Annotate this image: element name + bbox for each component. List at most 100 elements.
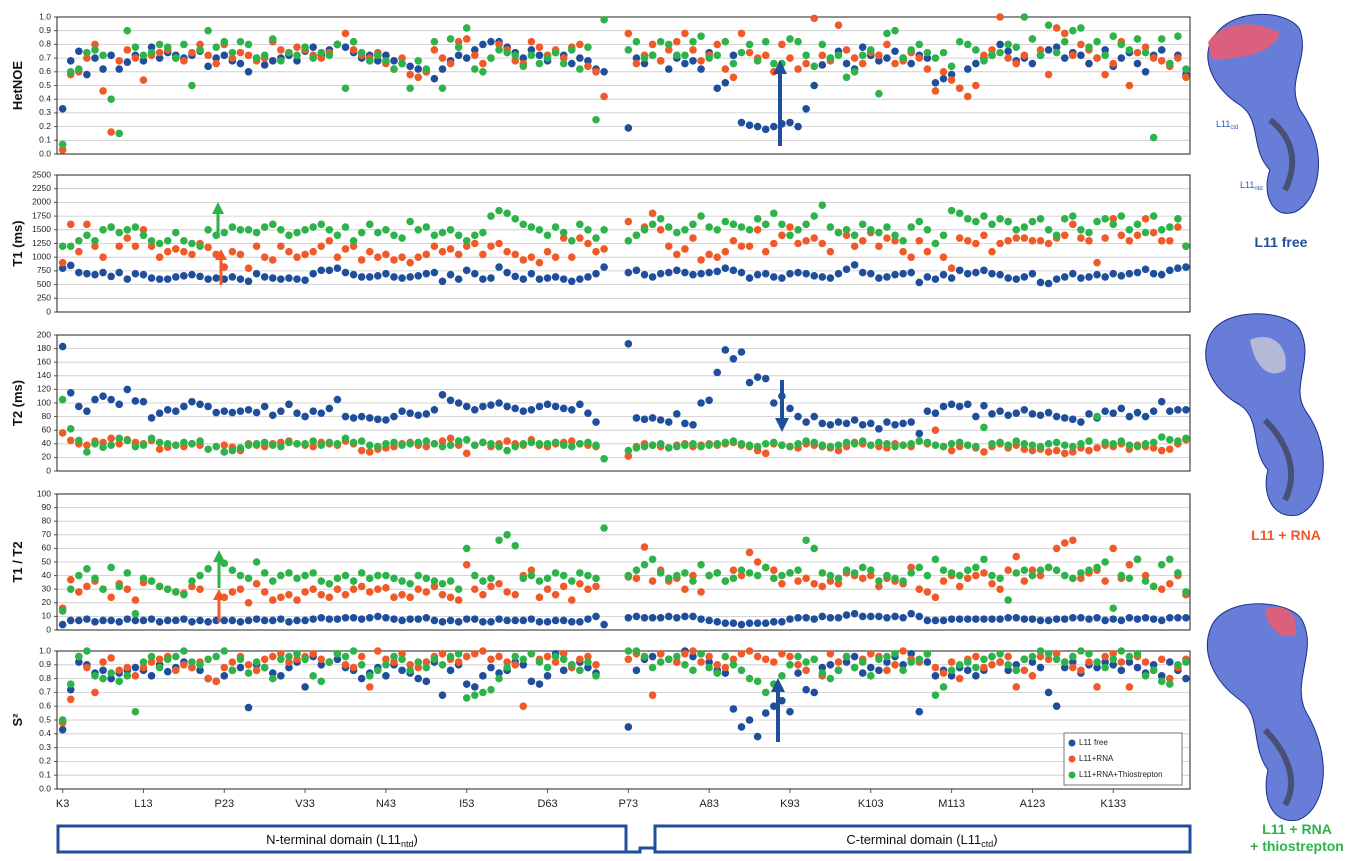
point bbox=[423, 251, 431, 259]
point bbox=[738, 223, 746, 231]
point bbox=[657, 57, 665, 65]
point bbox=[237, 444, 245, 452]
domain-bar: N-terminal domain (L11ntd) C-terminal do… bbox=[58, 826, 1190, 852]
point bbox=[964, 658, 972, 666]
point bbox=[915, 437, 923, 445]
point bbox=[1069, 212, 1077, 220]
point bbox=[843, 611, 851, 619]
point bbox=[1085, 447, 1093, 455]
point bbox=[511, 251, 519, 259]
point bbox=[713, 369, 721, 377]
point bbox=[770, 273, 778, 281]
point bbox=[1053, 275, 1061, 283]
point bbox=[83, 49, 91, 57]
point bbox=[317, 242, 325, 250]
point bbox=[1085, 410, 1093, 418]
point bbox=[334, 253, 342, 261]
point bbox=[487, 242, 495, 250]
point bbox=[487, 440, 495, 448]
point bbox=[649, 221, 657, 229]
point bbox=[625, 447, 633, 455]
point bbox=[730, 73, 738, 81]
point bbox=[891, 661, 899, 669]
point bbox=[293, 617, 301, 625]
point bbox=[358, 661, 366, 669]
point bbox=[350, 585, 358, 593]
point bbox=[1077, 614, 1085, 622]
point bbox=[584, 240, 592, 248]
point bbox=[67, 437, 75, 445]
point bbox=[237, 60, 245, 68]
point bbox=[75, 269, 83, 277]
point bbox=[1134, 49, 1142, 57]
point bbox=[511, 661, 519, 669]
point bbox=[164, 237, 172, 245]
point bbox=[1021, 667, 1029, 675]
point bbox=[859, 437, 867, 445]
point bbox=[1045, 71, 1053, 79]
point bbox=[156, 49, 164, 57]
point bbox=[907, 46, 915, 54]
point bbox=[148, 577, 156, 585]
point bbox=[188, 658, 196, 666]
point bbox=[956, 267, 964, 275]
point bbox=[124, 46, 132, 54]
point bbox=[625, 572, 633, 580]
point bbox=[770, 123, 778, 131]
point bbox=[786, 119, 794, 127]
point bbox=[786, 443, 794, 451]
point bbox=[770, 658, 778, 666]
point bbox=[374, 272, 382, 280]
point bbox=[148, 615, 156, 623]
point bbox=[536, 259, 544, 267]
point bbox=[552, 273, 560, 281]
point bbox=[1109, 615, 1117, 623]
point bbox=[277, 46, 285, 54]
point bbox=[293, 253, 301, 261]
point bbox=[463, 24, 471, 32]
point bbox=[560, 617, 568, 625]
point bbox=[657, 38, 665, 46]
point bbox=[802, 437, 810, 445]
point bbox=[560, 441, 568, 449]
point bbox=[859, 221, 867, 229]
point bbox=[730, 619, 738, 627]
point bbox=[1061, 30, 1069, 38]
point bbox=[1077, 274, 1085, 282]
point bbox=[819, 613, 827, 621]
point bbox=[1109, 655, 1117, 663]
point bbox=[915, 564, 923, 572]
point bbox=[431, 269, 439, 277]
point bbox=[253, 54, 261, 62]
point bbox=[819, 52, 827, 60]
figure: N-terminal domain (L11ntd) C-terminal do… bbox=[0, 0, 1364, 856]
point bbox=[1142, 265, 1150, 273]
point bbox=[487, 583, 495, 591]
point bbox=[180, 41, 188, 49]
point bbox=[891, 613, 899, 621]
point bbox=[261, 617, 269, 625]
point bbox=[390, 65, 398, 73]
point bbox=[115, 269, 123, 277]
point bbox=[827, 675, 835, 683]
point bbox=[301, 572, 309, 580]
point bbox=[762, 270, 770, 278]
panel: 0.00.10.20.30.40.50.60.70.80.91.0HetNOE bbox=[10, 11, 1190, 158]
point bbox=[1150, 407, 1158, 415]
point bbox=[487, 54, 495, 62]
point bbox=[269, 577, 277, 585]
point bbox=[972, 82, 980, 90]
point bbox=[584, 572, 592, 580]
point bbox=[326, 658, 334, 666]
point bbox=[964, 215, 972, 223]
point bbox=[455, 658, 463, 666]
y-tick-label: 0 bbox=[46, 465, 51, 475]
point bbox=[1029, 672, 1037, 680]
point bbox=[641, 271, 649, 279]
point bbox=[972, 653, 980, 661]
point bbox=[762, 221, 770, 229]
point bbox=[220, 617, 228, 625]
point bbox=[899, 54, 907, 62]
point bbox=[382, 584, 390, 592]
point bbox=[932, 275, 940, 283]
